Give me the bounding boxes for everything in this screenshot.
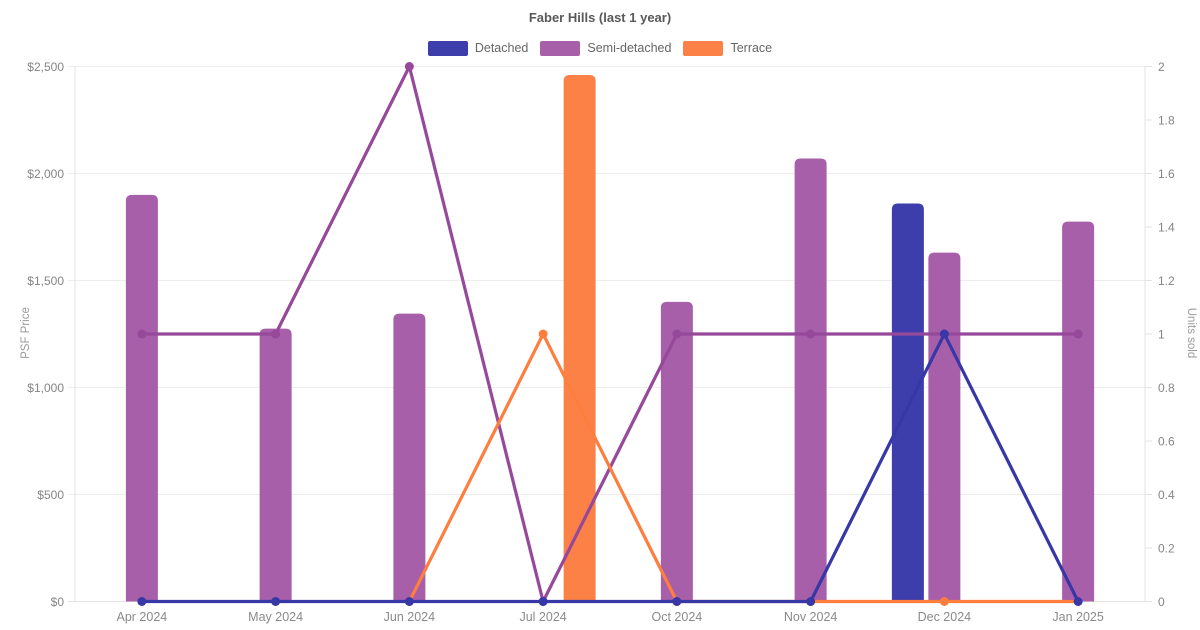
legend-label-detached: Detached — [474, 41, 529, 55]
right-axis-tick-label: 1.2 — [1158, 274, 1175, 288]
point-semi-detached[interactable] — [271, 329, 281, 339]
x-axis-tick-label: Jan 2025 — [1052, 610, 1103, 624]
bar-semi-detached[interactable] — [1062, 221, 1095, 602]
point-semi-detached[interactable] — [404, 62, 414, 71]
bar-detached[interactable] — [891, 203, 924, 602]
legend-swatch-semi-detached — [540, 40, 581, 56]
point-semi-detached[interactable] — [806, 329, 816, 339]
point-detached[interactable] — [1073, 597, 1083, 606]
point-semi-detached[interactable] — [137, 329, 147, 339]
x-axis-tick-label: Dec 2024 — [918, 610, 972, 624]
right-axis-tick-label: 1.4 — [1158, 221, 1175, 235]
x-axis-tick-label: Apr 2024 — [117, 610, 168, 624]
point-detached[interactable] — [806, 597, 816, 606]
point-terrace[interactable] — [538, 329, 548, 339]
right-axis-tick-label: 0 — [1158, 595, 1165, 609]
legend-label-terrace: Terrace — [730, 41, 773, 55]
bar-semi-detached[interactable] — [259, 328, 292, 602]
legend-swatch-detached — [427, 40, 468, 56]
right-axis-tick-label: 0.4 — [1158, 488, 1175, 502]
legend-label-semi-detached: Semi-detached — [587, 41, 672, 55]
legend-swatch-terrace — [683, 40, 724, 56]
bar-terrace[interactable] — [563, 75, 596, 602]
left-axis-tick-label: $1,000 — [27, 381, 64, 395]
legend-item-semi-detached[interactable]: Semi-detached — [540, 40, 671, 56]
right-axis-tick-label: 0.6 — [1158, 435, 1175, 449]
right-axis-tick-label: 1.6 — [1158, 167, 1175, 181]
bar-semi-detached[interactable] — [125, 194, 158, 602]
chart-title: Faber Hills (last 1 year) — [528, 10, 672, 25]
left-axis-title: PSF Price — [20, 307, 32, 359]
x-axis-tick-label: May 2024 — [248, 610, 303, 624]
left-axis-tick-label: $500 — [37, 488, 64, 502]
right-axis-tick-label: 1.8 — [1158, 114, 1175, 128]
right-axis-tick-label: 0.8 — [1158, 381, 1175, 395]
left-axis-tick-label: $2,000 — [27, 167, 64, 181]
point-semi-detached[interactable] — [1073, 329, 1083, 339]
right-axis-tick-label: 0.2 — [1158, 542, 1175, 556]
right-axis-title: Units sold — [1185, 307, 1197, 359]
x-axis-tick-label: Jul 2024 — [519, 610, 566, 624]
legend-item-terrace[interactable]: Terrace — [683, 40, 772, 56]
legend-item-detached[interactable]: Detached — [427, 40, 529, 56]
point-detached[interactable] — [538, 597, 548, 606]
left-axis-tick-label: $1,500 — [27, 274, 64, 288]
point-terrace[interactable] — [939, 597, 949, 606]
bar-semi-detached[interactable] — [660, 301, 693, 602]
point-detached[interactable] — [404, 597, 414, 606]
line-detached[interactable] — [140, 332, 1080, 604]
x-axis-tick-label: Oct 2024 — [652, 610, 703, 624]
point-detached[interactable] — [137, 597, 147, 606]
chart-legend: Detached Semi-detached Terrace — [0, 40, 1200, 56]
right-axis-tick-label: 2 — [1158, 60, 1165, 74]
point-semi-detached[interactable] — [672, 329, 682, 339]
right-axis-tick-label: 1 — [1158, 328, 1165, 342]
point-detached[interactable] — [271, 597, 281, 606]
left-axis-tick-label: $2,500 — [27, 60, 64, 74]
bar-semi-detached[interactable] — [393, 313, 426, 602]
bar-semi-detached[interactable] — [928, 252, 961, 602]
x-axis-tick-label: Jun 2024 — [384, 610, 435, 624]
left-axis-tick-label: $0 — [51, 595, 65, 609]
point-detached[interactable] — [939, 329, 949, 339]
bar-semi-detached[interactable] — [794, 158, 827, 602]
x-axis-tick-label: Nov 2024 — [784, 610, 838, 624]
point-detached[interactable] — [672, 597, 682, 606]
